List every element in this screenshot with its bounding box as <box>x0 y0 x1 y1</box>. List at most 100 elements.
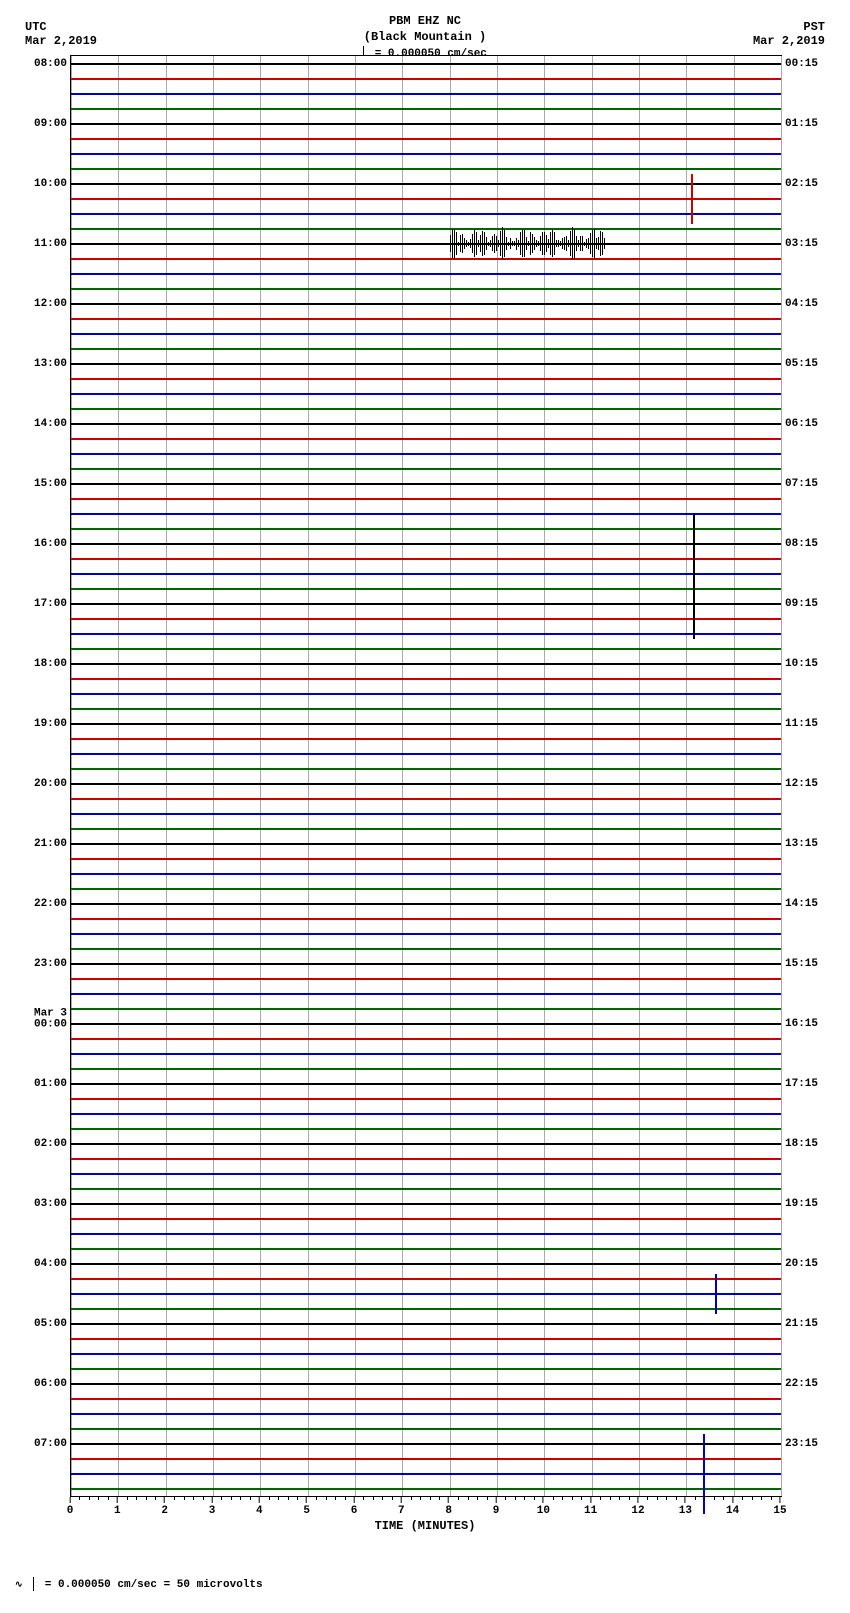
x-minor-tick <box>136 1497 137 1500</box>
utc-hour-label: 13:00 <box>34 358 67 370</box>
trace-line <box>71 1233 781 1235</box>
x-minor-tick <box>752 1497 753 1500</box>
trace-line <box>71 678 781 680</box>
x-minor-tick <box>468 1497 469 1500</box>
x-minor-tick <box>771 1497 772 1500</box>
pst-hour-label: 20:15 <box>785 1258 818 1270</box>
trace-line <box>71 168 781 170</box>
trace-line <box>71 1083 781 1085</box>
trace-line <box>71 813 781 815</box>
x-minor-tick <box>742 1497 743 1500</box>
x-minor-tick <box>231 1497 232 1500</box>
trace-line <box>71 228 781 230</box>
x-minor-tick <box>761 1497 762 1500</box>
seismic-burst <box>450 230 606 258</box>
pst-hour-label: 06:15 <box>785 418 818 430</box>
trace-line <box>71 738 781 740</box>
trace-line <box>71 378 781 380</box>
trace-line <box>71 1443 781 1445</box>
pst-hour-label: 05:15 <box>785 358 818 370</box>
pst-hour-label: 15:15 <box>785 958 818 970</box>
x-tick: 1 <box>114 1497 121 1517</box>
trace-line <box>71 438 781 440</box>
x-minor-tick <box>155 1497 156 1500</box>
x-minor-tick <box>382 1497 383 1500</box>
pst-hour-label: 19:15 <box>785 1198 818 1210</box>
x-tick: 4 <box>256 1497 263 1517</box>
trace-line <box>71 798 781 800</box>
utc-hour-label: 16:00 <box>34 538 67 550</box>
station-location: (Black Mountain ) <box>15 30 835 44</box>
x-tick: 5 <box>303 1497 310 1517</box>
x-minor-tick <box>600 1497 601 1500</box>
x-minor-tick <box>610 1497 611 1500</box>
pst-hour-label: 12:15 <box>785 778 818 790</box>
trace-line <box>71 1218 781 1220</box>
trace-line <box>71 1113 781 1115</box>
trace-line <box>71 363 781 365</box>
seismic-spike <box>715 1274 717 1314</box>
utc-hour-label: 23:00 <box>34 958 67 970</box>
trace-line <box>71 393 781 395</box>
trace-line <box>71 408 781 410</box>
trace-line <box>71 213 781 215</box>
pst-hour-label: 17:15 <box>785 1078 818 1090</box>
trace-line <box>71 543 781 545</box>
trace-line <box>71 1473 781 1475</box>
trace-line <box>71 483 781 485</box>
x-minor-tick <box>89 1497 90 1500</box>
trace-line <box>71 78 781 80</box>
trace-line <box>71 1293 781 1295</box>
trace-line <box>71 903 781 905</box>
x-minor-tick <box>316 1497 317 1500</box>
trace-line <box>71 1068 781 1070</box>
utc-hour-label: 10:00 <box>34 178 67 190</box>
x-minor-tick <box>524 1497 525 1500</box>
x-minor-tick <box>326 1497 327 1500</box>
x-minor-tick <box>269 1497 270 1500</box>
trace-line <box>71 468 781 470</box>
pst-hour-label: 03:15 <box>785 238 818 250</box>
pst-hour-label: 08:15 <box>785 538 818 550</box>
x-minor-tick <box>335 1497 336 1500</box>
trace-line <box>71 618 781 620</box>
x-axis-title: TIME (MINUTES) <box>70 1519 780 1533</box>
x-minor-tick <box>487 1497 488 1500</box>
trace-line <box>71 1278 781 1280</box>
trace-line <box>71 498 781 500</box>
x-minor-tick <box>477 1497 478 1500</box>
x-minor-tick <box>704 1497 705 1500</box>
trace-line <box>71 1398 781 1400</box>
pst-hour-label: 01:15 <box>785 118 818 130</box>
x-tick: 6 <box>351 1497 358 1517</box>
x-minor-tick <box>515 1497 516 1500</box>
trace-line <box>71 1308 781 1310</box>
utc-hour-label: 12:00 <box>34 298 67 310</box>
trace-line <box>71 1488 781 1490</box>
trace-line <box>71 1188 781 1190</box>
x-minor-tick <box>534 1497 535 1500</box>
trace-line <box>71 558 781 560</box>
x-minor-tick <box>174 1497 175 1500</box>
trace-line <box>71 1353 781 1355</box>
x-minor-tick <box>411 1497 412 1500</box>
x-axis: TIME (MINUTES) 0123456789101112131415 <box>70 1497 780 1537</box>
trace-line <box>71 243 781 245</box>
x-minor-tick <box>240 1497 241 1500</box>
x-minor-tick <box>297 1497 298 1500</box>
x-minor-tick <box>723 1497 724 1500</box>
pst-hour-label: 09:15 <box>785 598 818 610</box>
x-minor-tick <box>458 1497 459 1500</box>
pst-hour-label: 23:15 <box>785 1438 818 1450</box>
x-minor-tick <box>193 1497 194 1500</box>
trace-line <box>71 288 781 290</box>
utc-hour-label: 09:00 <box>34 118 67 130</box>
trace-line <box>71 453 781 455</box>
trace-line <box>71 1158 781 1160</box>
pst-hour-label: 10:15 <box>785 658 818 670</box>
seismic-spike <box>691 174 693 224</box>
seismic-spike <box>693 569 695 639</box>
x-minor-tick <box>562 1497 563 1500</box>
top-date-row: UTC Mar 2,2019 PST Mar 2,2019 PBM EHZ NC… <box>15 20 835 50</box>
footer-scale: ∿ = 0.000050 cm/sec = 50 microvolts <box>15 1577 835 1591</box>
